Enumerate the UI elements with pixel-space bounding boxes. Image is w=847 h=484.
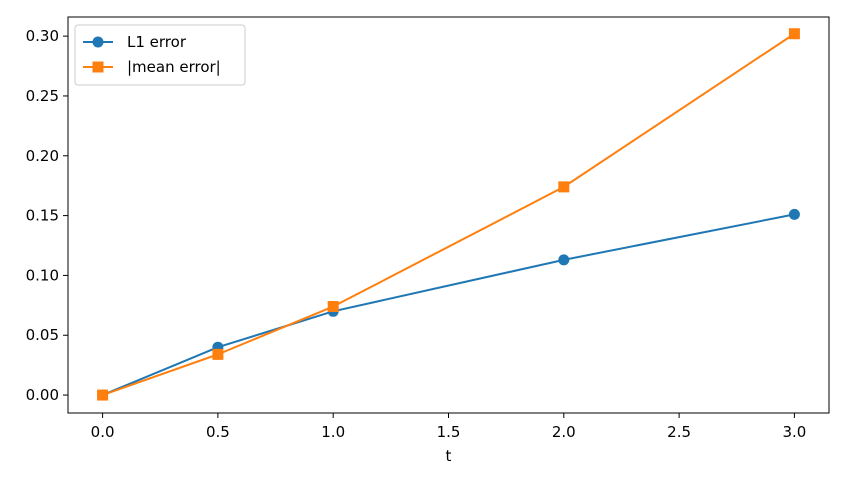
data-point <box>327 301 339 313</box>
legend-marker <box>92 61 104 73</box>
x-tick-label: 1.0 <box>321 423 345 441</box>
y-tick-label: 0.25 <box>26 87 59 105</box>
y-tick-label: 0.10 <box>26 266 59 284</box>
x-tick-label: 0.5 <box>206 423 230 441</box>
y-axis-ticks: 0.00 0.05 0.10 0.15 0.20 0.25 0.30 <box>26 27 68 404</box>
x-tick-label: 0.0 <box>91 423 115 441</box>
y-tick-label: 0.15 <box>26 207 59 225</box>
data-point <box>558 254 570 266</box>
x-tick-label: 3.0 <box>782 423 806 441</box>
y-tick-label: 0.05 <box>26 326 59 344</box>
legend-marker <box>92 36 104 48</box>
data-point <box>788 28 800 40</box>
x-tick-label: 2.5 <box>667 423 691 441</box>
series-line-1 <box>102 213 795 396</box>
legend-entry-label: |mean error| <box>127 58 221 76</box>
data-point <box>558 181 570 193</box>
y-tick-label: 0.20 <box>26 147 59 165</box>
x-axis-ticks: 0.0 0.5 1.0 1.5 2.0 2.5 3.0 <box>91 413 806 441</box>
x-tick-label: 1.5 <box>437 423 461 441</box>
legend-entry-label: L1 error <box>127 33 187 51</box>
legend: L1 error |mean error| <box>74 24 246 86</box>
legend-box <box>74 24 246 86</box>
y-tick-label: 0.30 <box>26 27 59 45</box>
data-point <box>788 208 800 220</box>
data-point <box>212 348 224 360</box>
y-tick-label: 0.00 <box>26 386 59 404</box>
series-line-2 <box>102 32 795 396</box>
x-tick-label: 2.0 <box>552 423 576 441</box>
x-axis-label: t <box>446 447 452 465</box>
data-point <box>97 389 109 401</box>
